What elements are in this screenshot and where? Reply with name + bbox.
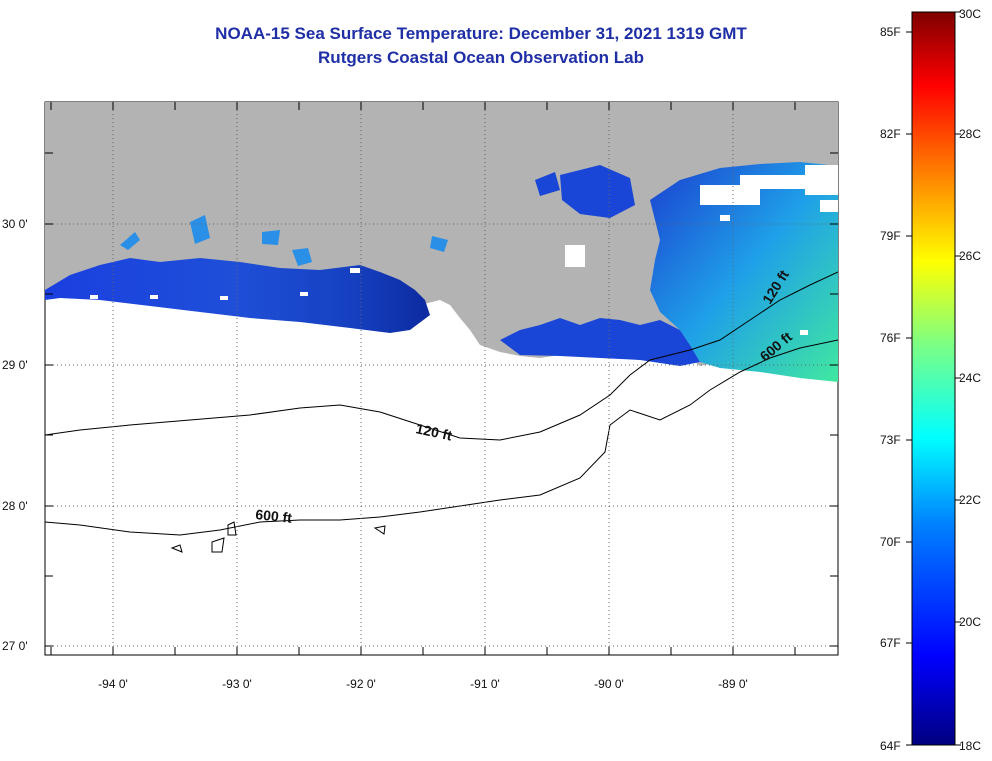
cbar-c-label-24: 24C: [959, 371, 981, 385]
contour-label-600-offshore: 600 ft: [255, 506, 293, 526]
cbar-f-label-67: 67F: [880, 636, 901, 650]
cbar-c-label-22: 22C: [959, 493, 981, 507]
tick-marks: [45, 102, 838, 655]
cloud-patches: [90, 165, 838, 335]
cbar-c-label-26: 26C: [959, 249, 981, 263]
contour-120ft: [45, 271, 838, 441]
contour-600ft: [45, 339, 838, 536]
contour-label-120-offshore: 120 ft: [414, 420, 453, 443]
map-title: NOAA-15 Sea Surface Temperature: Decembe…: [215, 24, 747, 43]
graticule: [45, 102, 838, 655]
cbar-f-label-79: 79F: [880, 229, 901, 243]
cbar-f-label-64: 64F: [880, 739, 901, 753]
cbar-f-label-76: 76F: [880, 331, 901, 345]
cbar-f-label-85: 85F: [880, 25, 901, 39]
lon-label-89: -89 0': [718, 677, 748, 691]
colorbar: [911, 11, 956, 746]
lon-label-90: -90 0': [594, 677, 624, 691]
lat-label-30: 30 0': [2, 217, 28, 231]
colorbar-ticks: [906, 11, 961, 746]
sst-coverage-delta: [500, 165, 700, 366]
contour-islands: [170, 521, 386, 553]
lon-label-92: -92 0': [346, 677, 376, 691]
cbar-f-label-73: 73F: [880, 433, 901, 447]
sst-coverage-east: [650, 162, 838, 382]
cbar-c-label-20: 20C: [959, 615, 981, 629]
lat-label-28: 28 0': [2, 499, 28, 513]
cbar-c-label-28: 28C: [959, 127, 981, 141]
lon-label-94: -94 0': [98, 677, 128, 691]
lon-label-93: -93 0': [222, 677, 252, 691]
lon-label-91: -91 0': [470, 677, 500, 691]
map-subtitle: Rutgers Coastal Ocean Observation Lab: [318, 48, 644, 67]
cbar-f-label-70: 70F: [880, 535, 901, 549]
cbar-f-label-82: 82F: [880, 127, 901, 141]
sst-coverage-lakes: [120, 215, 448, 266]
sst-coverage-west: [45, 258, 430, 333]
lat-label-29: 29 0': [2, 358, 28, 372]
cbar-c-label-18: 18C: [959, 739, 981, 753]
cbar-c-label-30: 30C: [959, 7, 981, 21]
lat-label-27: 27 0': [2, 639, 28, 653]
